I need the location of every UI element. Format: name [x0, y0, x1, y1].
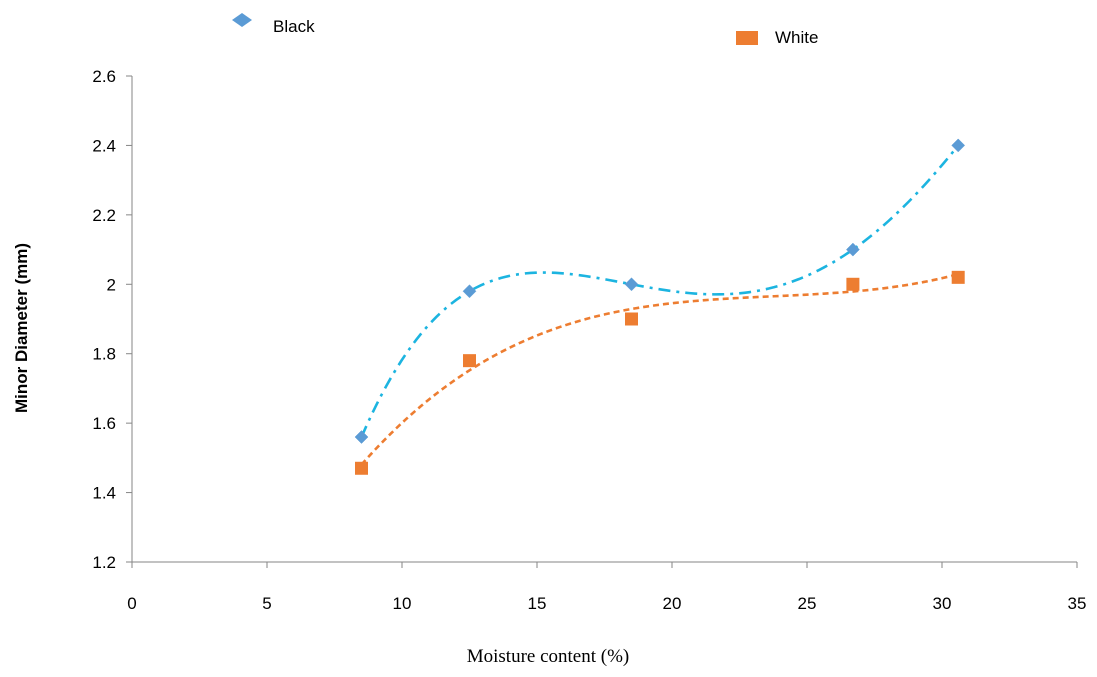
data-point-black: [462, 284, 477, 299]
y-tick-label: 1.6: [92, 414, 116, 433]
y-tick-label: 1.4: [92, 484, 116, 503]
y-tick-label: 1.2: [92, 553, 116, 572]
y-tick-label: 1.8: [92, 345, 116, 364]
x-tick-label: 5: [262, 594, 271, 613]
x-tick-label: 35: [1068, 594, 1087, 613]
axes: 1.2 1.4 1.6 1.8 2 2.2 2.4 2.6 0 5 10 15 20 25 30 35: [92, 67, 1086, 613]
legend-label-black: Black: [273, 17, 315, 36]
x-tick-label: 10: [393, 594, 412, 613]
y-tick-label: 2: [107, 275, 116, 294]
trendlines: [360, 144, 960, 466]
data-point-white: [355, 461, 368, 475]
x-tick-label: 0: [127, 594, 136, 613]
data-point-black: [354, 430, 369, 444]
data-point-white: [846, 277, 860, 291]
data-point-white: [625, 312, 638, 326]
data-points: [354, 138, 966, 475]
x-tick-label: 15: [528, 594, 547, 613]
x-tick-label: 20: [663, 594, 682, 613]
legend-label-white: White: [775, 28, 818, 47]
x-tick-label: 30: [933, 594, 952, 613]
legend-marker-black: [232, 13, 252, 27]
y-axis-title: Minor Diameter (mm): [12, 243, 31, 413]
trendline-white: [360, 272, 959, 466]
y-tick-label: 2.4: [92, 136, 116, 155]
data-point-white: [951, 270, 965, 284]
data-point-black: [951, 138, 966, 153]
legend-marker-white: [736, 31, 758, 45]
data-point-black: [846, 242, 860, 257]
x-tick-label: 25: [798, 594, 817, 613]
data-point-white: [463, 354, 476, 368]
data-point-black: [624, 277, 639, 292]
y-tick-label: 2.2: [92, 206, 116, 225]
x-axis-title: Moisture content (%): [467, 646, 630, 667]
y-tick-label: 2.6: [92, 67, 116, 86]
legend: Black White: [232, 13, 818, 47]
trendline-black: [360, 144, 960, 438]
